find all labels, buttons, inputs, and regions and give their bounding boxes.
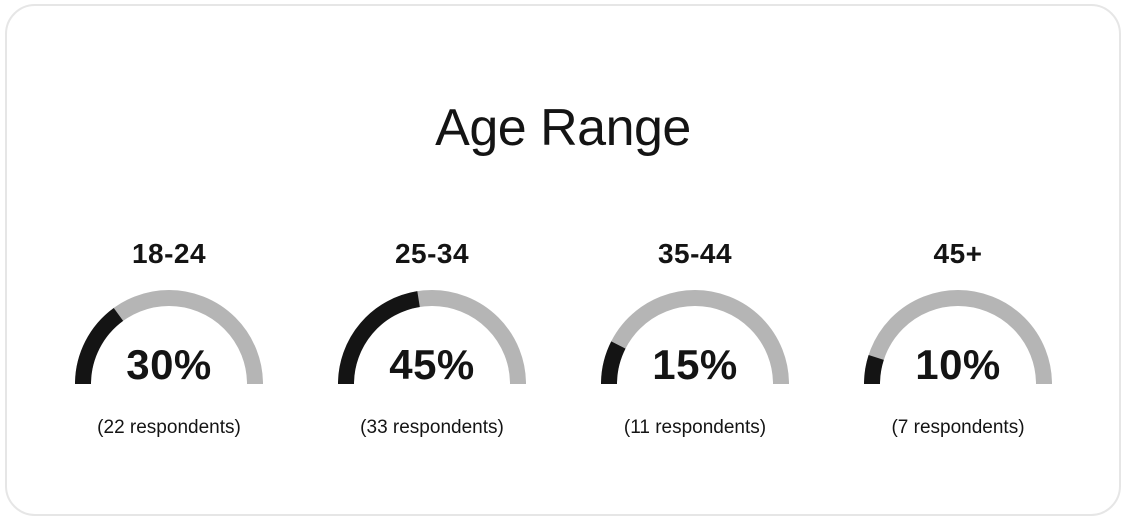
gauge-value-label: 45% xyxy=(389,341,475,388)
gauge-35-44: 35-44 15% (11 respondents) xyxy=(585,230,805,450)
gauge-count-label: (7 respondents) xyxy=(891,417,1025,438)
gauge-track-arc xyxy=(864,290,1052,385)
gauge-fill-arc xyxy=(601,341,626,385)
gauge-value-label: 10% xyxy=(915,341,1001,388)
gauge-category-label: 35-44 xyxy=(657,238,733,269)
gauge-category-label: 18-24 xyxy=(131,238,207,269)
gauge-25-34: 25-34 45% (33 respondents) xyxy=(322,230,542,450)
gauge-45-plus: 45+ 10% (7 respondents) xyxy=(848,230,1068,450)
gauge-category-label: 25-34 xyxy=(394,238,470,269)
gauge-fill-arc xyxy=(864,354,884,385)
chart-card xyxy=(5,4,1121,516)
gauge-fill-arc xyxy=(75,307,124,385)
gauge-arc-chart xyxy=(864,290,1052,385)
gauge-count-label: (33 respondents) xyxy=(360,417,504,438)
gauge-value-label: 15% xyxy=(652,341,738,388)
gauge-category-label: 45+ xyxy=(933,238,983,269)
gauge-arc-chart xyxy=(601,290,789,385)
gauge-18-24: 18-24 30% (22 respondents) xyxy=(59,230,279,450)
chart-title: Age Range xyxy=(435,99,691,157)
gauge-fill-arc xyxy=(338,291,421,385)
gauge-arc-chart xyxy=(338,290,526,385)
gauge-value-label: 30% xyxy=(126,341,212,388)
gauge-count-label: (11 respondents) xyxy=(623,417,767,438)
gauge-count-label: (22 respondents) xyxy=(97,417,241,438)
gauge-arc-chart xyxy=(75,290,263,385)
